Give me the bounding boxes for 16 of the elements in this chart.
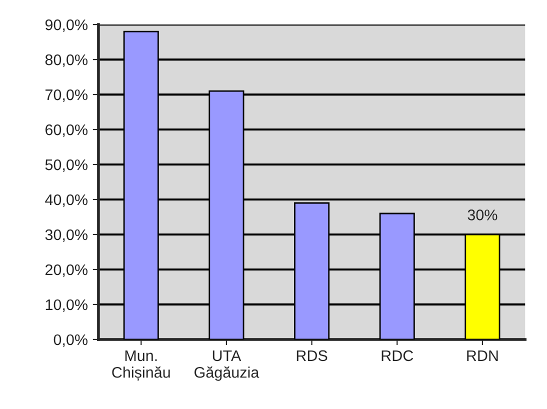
y-tick-label: 60,0% [46,124,88,138]
data-label: 30% [468,210,498,220]
y-tick-label: 80,0% [45,54,88,68]
x-tick-label: RDC [382,350,414,362]
y-tick-label: 30,0% [45,229,88,242]
y-tick-label: 50,0% [45,159,88,172]
y-tick-label: 70,0% [46,89,88,102]
x-tick-label: RDN [467,350,498,361]
y-tick-label: 20,0% [45,264,88,277]
y-tick-label: 10,0% [46,299,88,312]
x-tick-label: RDS [296,350,328,362]
y-tick-label: 90,0% [45,19,88,32]
y-tick-label: 40,0% [45,194,88,207]
y-tick-label: 0,0% [54,334,88,347]
x-tick-label: Mun. Chișinău [112,350,170,381]
x-tick-label: UTA Găgăuzia [194,350,260,381]
